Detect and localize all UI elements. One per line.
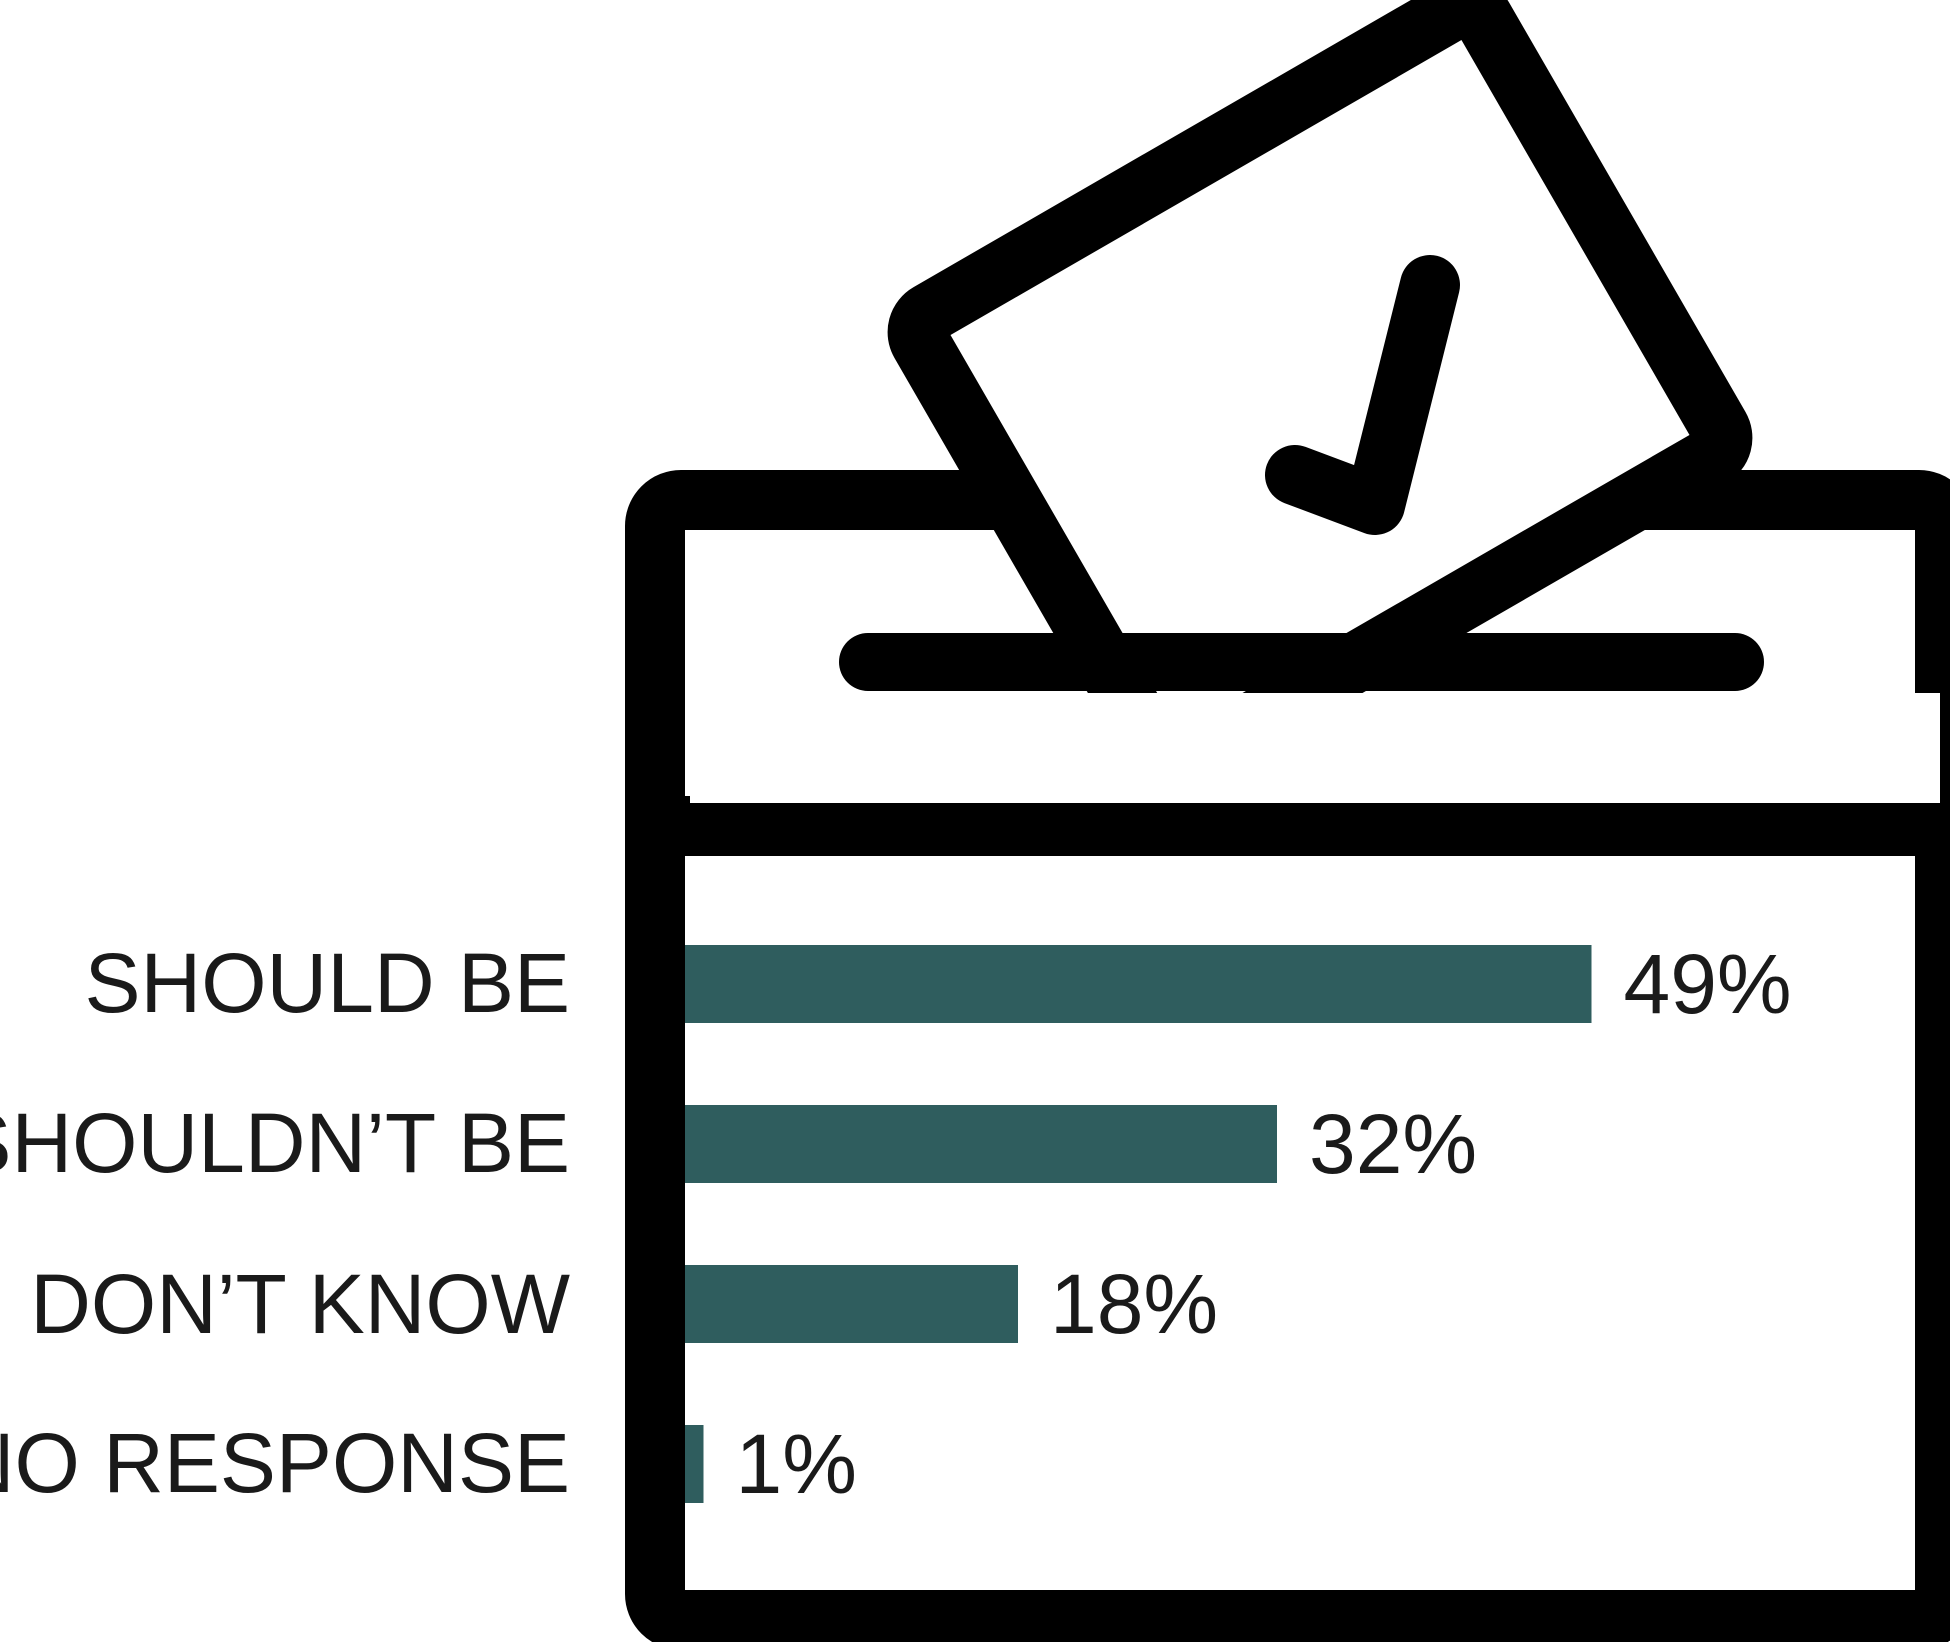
value-label-shouldnt-be: 32% bbox=[1309, 1097, 1477, 1191]
slot-mask bbox=[690, 693, 1940, 803]
ballot-box-icon bbox=[625, 0, 1950, 1642]
bar-should-be bbox=[685, 945, 1592, 1023]
check-mark-icon bbox=[1265, 255, 1460, 535]
category-labels: SHOULD BE SHOULDN’T BE DON’T KNOW NO RES… bbox=[0, 936, 570, 1510]
category-label-no-response: NO RESPONSE bbox=[0, 1416, 570, 1510]
bar-shouldnt-be bbox=[685, 1105, 1277, 1183]
category-label-should-be: SHOULD BE bbox=[85, 936, 570, 1030]
category-label-shouldnt-be: SHOULDN’T BE bbox=[0, 1096, 570, 1190]
ballot-paper bbox=[887, 0, 1753, 793]
bar-dont-know bbox=[685, 1265, 1018, 1343]
value-labels: 49% 32% 18% 1% bbox=[736, 937, 1792, 1511]
value-label-should-be: 49% bbox=[1624, 937, 1792, 1031]
bar-no-response bbox=[685, 1425, 704, 1503]
bars bbox=[685, 945, 1592, 1503]
value-label-dont-know: 18% bbox=[1050, 1257, 1218, 1351]
category-label-dont-know: DON’T KNOW bbox=[30, 1257, 570, 1351]
value-label-no-response: 1% bbox=[736, 1417, 857, 1511]
